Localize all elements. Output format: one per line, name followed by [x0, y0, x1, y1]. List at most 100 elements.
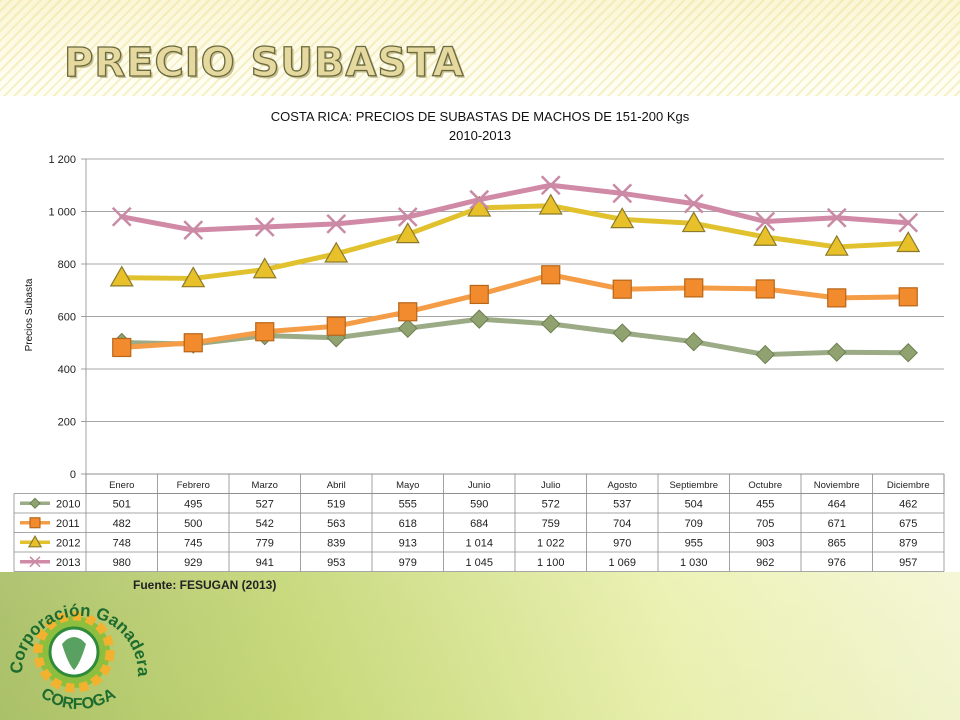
x-category-label: Enero: [109, 480, 134, 491]
table-value-2010: 464: [828, 498, 846, 510]
data-point-2013: [898, 212, 919, 233]
series-line-2011: [119, 272, 911, 350]
table-value-2013: 1 030: [680, 557, 708, 569]
data-point-2012: [324, 241, 349, 263]
legend-label-2011: 2011: [56, 518, 80, 530]
table-value-2012: 970: [613, 537, 631, 549]
chart-title: COSTA RICA: PRECIOS DE SUBASTAS DE MACHO…: [271, 109, 690, 124]
table-value-2011: 618: [399, 518, 417, 530]
svg-text:CORFOGA: CORFOGA: [38, 685, 119, 713]
data-point-2011: [183, 333, 203, 353]
data-point-2011: [898, 287, 918, 307]
data-point-2010: [755, 344, 775, 365]
data-point-2013: [254, 217, 275, 237]
data-point-2012: [181, 266, 206, 288]
x-category-label: Marzo: [252, 480, 278, 491]
series-line-2013: [119, 182, 911, 233]
table-value-2010: 519: [327, 498, 345, 510]
table-value-2011: 671: [828, 518, 846, 530]
data-point-2010: [684, 331, 704, 352]
table-value-2011: 704: [613, 518, 631, 530]
table-value-2013: 953: [327, 557, 345, 569]
table-value-2013: 1 045: [465, 557, 493, 569]
table-value-2013: 976: [828, 557, 846, 569]
slide-title: PRECIO SUBASTA: [63, 39, 465, 86]
data-point-2011: [612, 279, 632, 299]
footer-band: [0, 572, 960, 720]
data-point-2013: [397, 207, 418, 227]
chart-panel: [0, 96, 960, 572]
legend-label-2010: 2010: [56, 498, 80, 510]
x-category-label: Agosto: [607, 480, 637, 491]
series-line-2012: [119, 203, 911, 281]
table-value-2010: 504: [685, 498, 703, 510]
table-value-2011: 684: [470, 518, 488, 530]
y-tick-label: 400: [58, 364, 76, 376]
table-value-2010: 590: [470, 498, 488, 510]
data-point-2010: [398, 318, 418, 339]
data-point-2011: [255, 322, 275, 342]
data-point-2011: [684, 278, 704, 298]
data-point-2010: [827, 342, 847, 362]
table-value-2012: 955: [685, 537, 703, 549]
x-category-label: Mayo: [396, 480, 419, 491]
table-value-2013: 962: [756, 557, 774, 569]
table-value-2013: 980: [113, 557, 131, 569]
data-point-2012: [824, 234, 849, 256]
x-category-label: Diciembre: [887, 480, 930, 491]
y-tick-label: 0: [70, 469, 76, 481]
table-value-2010: 572: [542, 498, 560, 510]
table-value-2011: 705: [756, 518, 774, 530]
table-value-2013: 979: [399, 557, 417, 569]
y-tick-label: 1 200: [48, 154, 76, 166]
data-point-2011: [469, 284, 489, 305]
y-axis-label: Precios Subasta: [24, 278, 35, 351]
data-point-2013: [826, 207, 847, 228]
y-tick-label: 600: [58, 312, 76, 324]
data-point-2011: [112, 337, 132, 358]
x-category-label: Noviembre: [814, 480, 860, 491]
table-value-2010: 537: [613, 498, 631, 510]
table-value-2012: 913: [399, 537, 417, 549]
data-point-2011: [755, 279, 775, 299]
table-value-2012: 745: [184, 537, 202, 549]
y-tick-label: 800: [58, 259, 76, 271]
data-point-2013: [612, 183, 633, 204]
data-point-2011: [398, 302, 418, 322]
data-point-2013: [183, 220, 204, 241]
table-value-2010: 455: [756, 498, 774, 510]
table-value-2011: 675: [899, 518, 917, 530]
table-value-2013: 929: [184, 557, 202, 569]
table-value-2010: 555: [399, 498, 417, 510]
x-category-label: Abril: [327, 480, 346, 491]
table-value-2011: 709: [685, 518, 703, 530]
table-value-2010: 495: [184, 498, 202, 510]
data-point-2013: [111, 206, 132, 227]
corfoga-logo: Corporación Ganadera CORFOGA: [7, 601, 153, 713]
data-point-2010: [541, 314, 561, 334]
table-value-2012: 839: [327, 537, 345, 549]
logo-brand-text: CORFOGA: [38, 685, 119, 713]
data-point-2012: [538, 193, 563, 215]
data-point-2010: [898, 343, 918, 363]
table-value-2011: 759: [542, 518, 560, 530]
data-point-2011: [326, 316, 346, 336]
data-point-2011: [827, 288, 847, 308]
data-point-2012: [753, 224, 778, 246]
title-background-stripes: [0, 0, 960, 96]
x-category-label: Septiembre: [669, 480, 718, 491]
chart-subtitle: 2010-2013: [449, 128, 511, 143]
data-point-2012: [252, 257, 277, 279]
table-value-2010: 462: [899, 498, 917, 510]
legend-marker-2011: [29, 517, 41, 529]
table-value-2012: 1 022: [537, 537, 565, 549]
series-line-2010: [119, 316, 911, 358]
x-category-label: Febrero: [177, 480, 210, 491]
data-point-2010: [612, 323, 632, 343]
data-point-2012: [681, 211, 706, 233]
table-value-2011: 542: [256, 518, 274, 530]
table-value-2012: 879: [899, 537, 917, 549]
table-value-2012: 748: [113, 537, 131, 549]
data-point-2012: [395, 222, 420, 244]
x-category-label: Junio: [468, 480, 491, 491]
